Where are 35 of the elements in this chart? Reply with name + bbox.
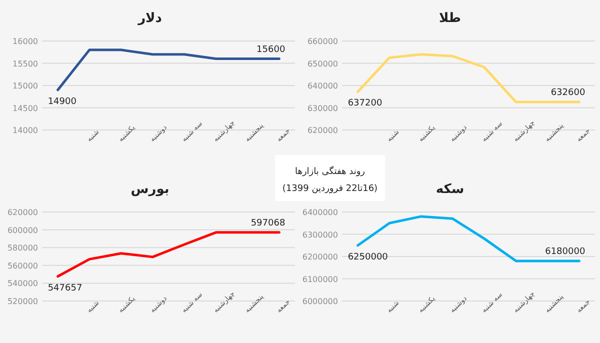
data-label: 637200 xyxy=(348,98,382,109)
y-tick-label: 14500 xyxy=(12,104,38,113)
data-label: 547657 xyxy=(48,283,82,294)
y-tick-label: 630000 xyxy=(307,104,338,113)
y-tick-label: 540000 xyxy=(7,279,38,288)
text: (16تا22 فروردین 1399) xyxy=(282,184,378,194)
y-tick-label: 660000 xyxy=(307,37,338,46)
chart-title: سکه xyxy=(436,182,464,197)
data-label: 597068 xyxy=(250,218,286,228)
y-tick-label: 580000 xyxy=(7,244,38,253)
y-tick-label: 6000000 xyxy=(302,297,338,306)
y-tick-label: 15000 xyxy=(12,82,38,90)
text: روند هفتگی بازارها xyxy=(294,165,366,177)
data-label: 14900 xyxy=(48,96,76,107)
y-tick-label: 600000 xyxy=(7,226,38,235)
chart-title: طلا xyxy=(438,11,462,26)
chart-title: دلار xyxy=(137,11,162,26)
y-tick-label: 560000 xyxy=(7,261,38,270)
y-tick-label: 520000 xyxy=(7,297,38,306)
y-tick-label: 6400000 xyxy=(302,208,338,217)
y-tick-label: 620000 xyxy=(307,126,338,135)
data-label: 6180000 xyxy=(545,246,586,257)
y-tick-label: 650000 xyxy=(307,59,338,68)
y-tick-label: 6100000 xyxy=(302,274,338,284)
y-tick-label: 15500 xyxy=(12,59,38,68)
y-tick-label: 640000 xyxy=(307,82,338,90)
y-tick-label: 620000 xyxy=(7,208,38,217)
y-tick-label: 6200000 xyxy=(302,252,338,262)
y-tick-label: 16000 xyxy=(12,37,38,46)
y-tick-label: 6300000 xyxy=(302,230,338,240)
data-label: 632600 xyxy=(550,88,586,98)
data-label: 6250000 xyxy=(348,252,388,262)
data-label: 15600 xyxy=(256,44,286,55)
y-tick-label: 14000 xyxy=(12,126,38,135)
chart-title: بورس xyxy=(130,182,170,197)
